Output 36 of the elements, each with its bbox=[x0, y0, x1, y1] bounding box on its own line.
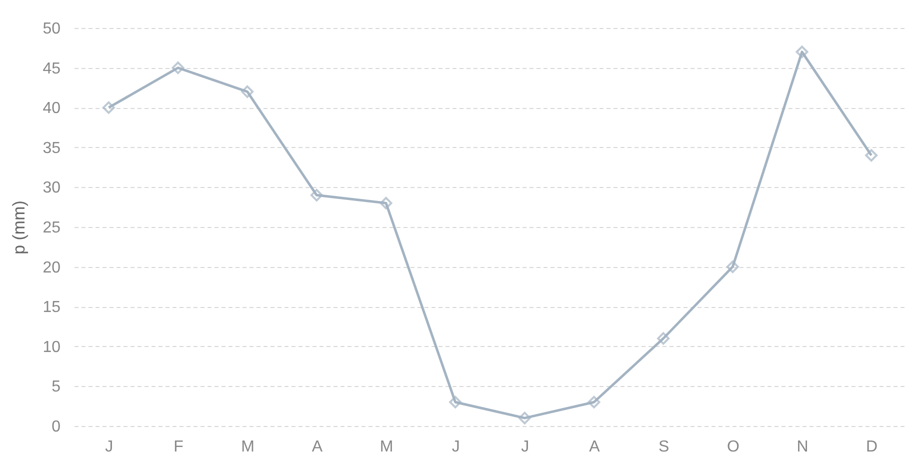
x-tick-label: M bbox=[380, 438, 394, 456]
y-tick-label: 25 bbox=[42, 220, 61, 236]
x-tick-label: J bbox=[105, 438, 114, 456]
point bbox=[241, 85, 254, 98]
y-tick-label: 50 bbox=[42, 20, 61, 38]
point bbox=[657, 332, 670, 345]
point bbox=[588, 396, 600, 408]
x-tick-label: F bbox=[174, 438, 184, 456]
y-tick-label: 15 bbox=[42, 299, 61, 316]
x-tick-label: S bbox=[658, 438, 670, 456]
point bbox=[310, 188, 323, 202]
y-tick-label: 0 bbox=[52, 418, 61, 436]
y-tick-label: 30 bbox=[42, 180, 61, 197]
point bbox=[380, 196, 392, 210]
point bbox=[796, 46, 808, 58]
y-axis-title: p (mm) bbox=[10, 200, 29, 254]
x-tick-label: A bbox=[589, 438, 600, 456]
y-tick-label: 10 bbox=[42, 338, 61, 356]
y-tick-label: 35 bbox=[42, 140, 61, 157]
x-tick-label: M bbox=[241, 438, 254, 456]
x-tick-label: J bbox=[452, 438, 460, 456]
point bbox=[102, 101, 115, 114]
point bbox=[518, 412, 531, 424]
x-tick-label: N bbox=[796, 438, 808, 456]
y-tick-label: 45 bbox=[42, 60, 61, 78]
point bbox=[172, 62, 184, 74]
point bbox=[449, 396, 462, 408]
y-tick-label: 5 bbox=[52, 378, 61, 396]
x-tick-label: A bbox=[312, 438, 323, 456]
point bbox=[865, 149, 878, 162]
y-tick-label: 20 bbox=[42, 259, 61, 276]
x-tick-label: O bbox=[726, 438, 740, 456]
x-tick-label: D bbox=[866, 438, 878, 456]
x-tick-label: J bbox=[521, 438, 530, 456]
y-tick-label: 40 bbox=[42, 100, 61, 118]
point bbox=[726, 260, 739, 274]
